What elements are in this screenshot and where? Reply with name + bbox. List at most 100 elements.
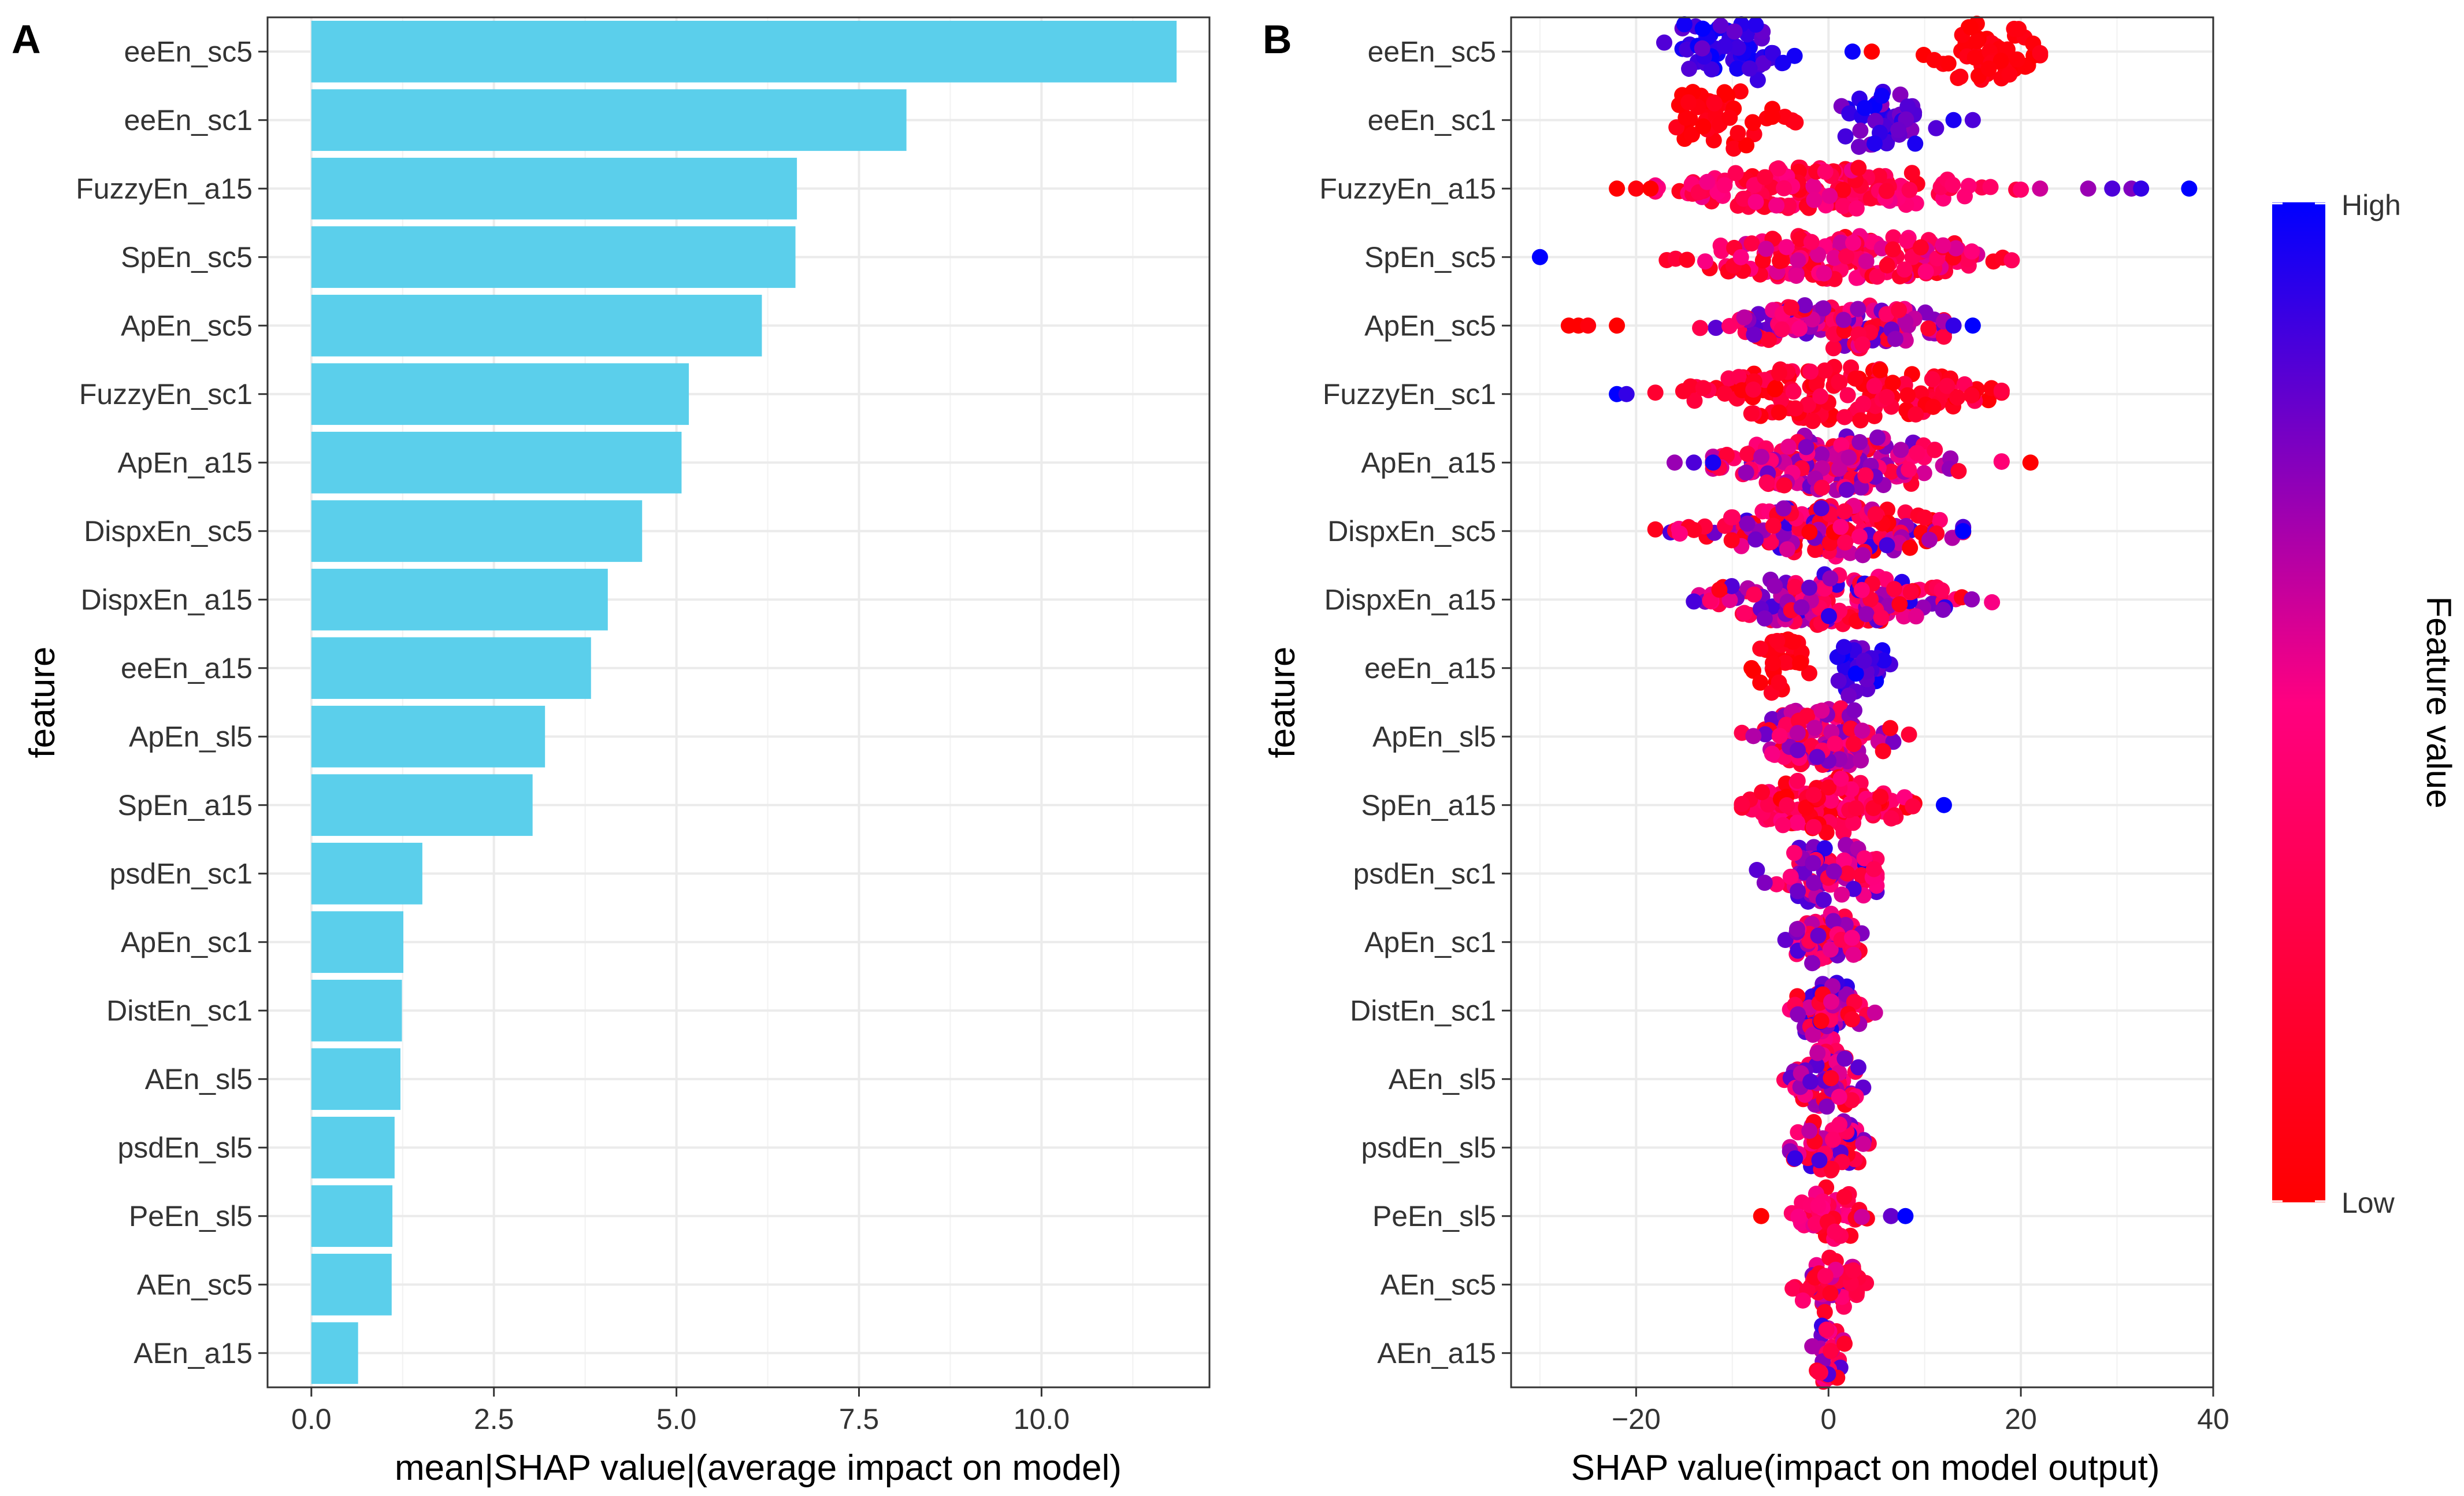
shap-point-ApEn_sc5 <box>1854 336 1871 353</box>
shap-point-SpEn_sc5 <box>1778 239 1795 255</box>
shap-point-SpEn_sc5 <box>1912 239 1929 255</box>
shap-point-eeEn_sc1 <box>1856 99 1873 116</box>
shap-point-SpEn_a15 <box>1805 787 1822 803</box>
panel-b-plot-background <box>1511 17 2213 1387</box>
shap-point-eeEn_sc5 <box>1729 60 1746 77</box>
panel-a-plot-background <box>268 17 1209 1387</box>
shap-point-ApEn_sl5 <box>1806 720 1823 736</box>
shap-point-eeEn_sc1 <box>1899 98 1916 115</box>
shap-point-ApEn_sl5 <box>1789 725 1806 742</box>
shap-point-SpEn_sc5 <box>1803 234 1820 250</box>
panel-b-y-tick-label: ApEn_sc5 <box>1364 309 1496 342</box>
shap-point-DispxEn_a15 <box>1822 570 1839 587</box>
shap-point-eeEn_sc5 <box>1864 43 1880 60</box>
shap-point-DispxEn_sc5 <box>1955 523 1972 539</box>
shap-point-PeEn_sl5 <box>1753 1208 1769 1224</box>
shap-point-SpEn_sc5 <box>1899 232 1916 249</box>
shap-point-FuzzyEn_sc1 <box>1799 397 1816 413</box>
shap-point-AEn_a15 <box>1823 1343 1839 1360</box>
shap-point-ApEn_sl5 <box>1757 726 1773 743</box>
shap-point-SpEn_sc5 <box>1884 241 1901 258</box>
shap-point-AEn_sl5 <box>1850 1059 1866 1076</box>
shap-point-ApEn_sc5 <box>1920 320 1937 337</box>
shap-point-eeEn_sc1 <box>1745 114 1762 131</box>
shap-point-eeEn_sc5 <box>2032 45 2049 61</box>
shap-point-eeEn_a15 <box>1777 654 1794 671</box>
shap-point-eeEn_sc5 <box>1962 19 1979 36</box>
shap-point-FuzzyEn_sc1 <box>1686 392 1703 409</box>
panel-a-y-tick-label: AEn_a15 <box>133 1337 253 1369</box>
shap-point-DispxEn_sc5 <box>1902 539 1918 556</box>
shap-point-ApEn_a15 <box>1993 453 2010 470</box>
shap-point-eeEn_sc1 <box>1837 128 1854 145</box>
shap-point-ApEn_sc5 <box>1825 340 1842 357</box>
panel-a-x-tick-label: 0.0 <box>291 1403 332 1435</box>
shap-point-FuzzyEn_sc1 <box>1847 370 1864 387</box>
shap-point-FuzzyEn_a15 <box>1806 192 1823 209</box>
shap-point-ApEn_sc5 <box>1891 302 1908 319</box>
bar-AEn_sc5 <box>311 1253 392 1316</box>
shap-point-DispxEn_sc5 <box>1854 547 1871 564</box>
shap-point-AEn_sl5 <box>1802 1073 1819 1090</box>
shap-point-SpEn_sc5 <box>1712 237 1729 254</box>
shap-point-DispxEn_sc5 <box>1686 521 1702 538</box>
shap-point-SpEn_a15 <box>1805 819 1822 835</box>
shap-point-FuzzyEn_a15 <box>2133 180 2150 197</box>
shap-point-DispxEn_a15 <box>1767 577 1783 594</box>
panel-a-y-tick-label: PeEn_sl5 <box>129 1200 253 1232</box>
shap-point-eeEn_sc1 <box>1730 125 1746 142</box>
panel-b-x-tick-label: 20 <box>2005 1403 2037 1435</box>
bar-eeEn_sc1 <box>311 89 907 151</box>
shap-point-FuzzyEn_a15 <box>1835 182 1851 198</box>
shap-point-psdEn_sc1 <box>1805 855 1821 872</box>
shap-point-eeEn_sc5 <box>2001 66 2018 83</box>
panel-a-x-tick-label: 7.5 <box>839 1403 880 1435</box>
shap-point-FuzzyEn_a15 <box>1757 169 1773 186</box>
shap-point-DispxEn_sc5 <box>1723 532 1740 549</box>
shap-point-ApEn_sl5 <box>1827 735 1843 752</box>
shap-point-FuzzyEn_a15 <box>2013 182 2029 198</box>
shap-point-AEn_sc5 <box>1822 1285 1839 1302</box>
shap-point-eeEn_sc5 <box>1952 68 1969 85</box>
shap-point-FuzzyEn_sc1 <box>1924 371 1940 387</box>
shap-point-eeEn_a15 <box>1745 662 1762 679</box>
shap-point-ApEn_sl5 <box>1790 712 1807 729</box>
shap-point-FuzzyEn_sc1 <box>1771 404 1787 421</box>
shap-point-FuzzyEn_a15 <box>1609 180 1626 197</box>
shap-point-DispxEn_sc5 <box>1765 517 1782 534</box>
panel-b-y-tick-label: ApEn_a15 <box>1361 446 1496 479</box>
shap-point-SpEn_a15 <box>1883 810 1899 827</box>
shap-point-FuzzyEn_sc1 <box>1730 369 1747 386</box>
shap-point-eeEn_a15 <box>1752 640 1769 657</box>
shap-point-PeEn_sl5 <box>1897 1208 1914 1224</box>
shap-point-FuzzyEn_a15 <box>2032 180 2049 197</box>
shap-point-SpEn_sc5 <box>1697 253 1713 270</box>
shap-point-DispxEn_a15 <box>1756 610 1773 627</box>
shap-point-SpEn_a15 <box>1818 824 1835 841</box>
shap-point-FuzzyEn_sc1 <box>1618 386 1635 402</box>
shap-point-SpEn_a15 <box>1872 788 1889 805</box>
shap-point-eeEn_sc5 <box>1764 45 1781 61</box>
shap-point-eeEn_sc5 <box>1940 55 1957 72</box>
panel-b-y-tick-label: AEn_sl5 <box>1389 1063 1496 1095</box>
shap-point-eeEn_sc5 <box>1712 17 1729 34</box>
shap-point-AEn_a15 <box>1818 1321 1835 1338</box>
shap-point-SpEn_sc5 <box>1879 257 1895 274</box>
panel-b-y-tick-label: ApEn_sc1 <box>1364 926 1496 958</box>
panel-b-y-tick-label: FuzzyEn_a15 <box>1319 172 1496 205</box>
bar-SpEn_a15 <box>311 774 533 836</box>
shap-point-ApEn_a15 <box>1853 479 1869 496</box>
shap-point-ApEn_sc5 <box>1797 297 1813 314</box>
shap-point-DispxEn_a15 <box>1908 608 1924 625</box>
shap-point-PeEn_sl5 <box>1808 1216 1824 1232</box>
bar-ApEn_sl5 <box>311 705 546 768</box>
shap-point-FuzzyEn_sc1 <box>1767 381 1783 398</box>
shap-point-eeEn_sc5 <box>1656 34 1672 51</box>
shap-point-eeEn_a15 <box>1771 674 1787 691</box>
shap-point-AEn_sl5 <box>1831 1088 1847 1105</box>
shap-point-DistEn_sc1 <box>1866 1004 1883 1021</box>
shap-point-ApEn_a15 <box>2022 454 2039 471</box>
shap-point-eeEn_sc5 <box>1726 23 1743 40</box>
panel-a-y-tick-label: eeEn_a15 <box>121 652 253 684</box>
